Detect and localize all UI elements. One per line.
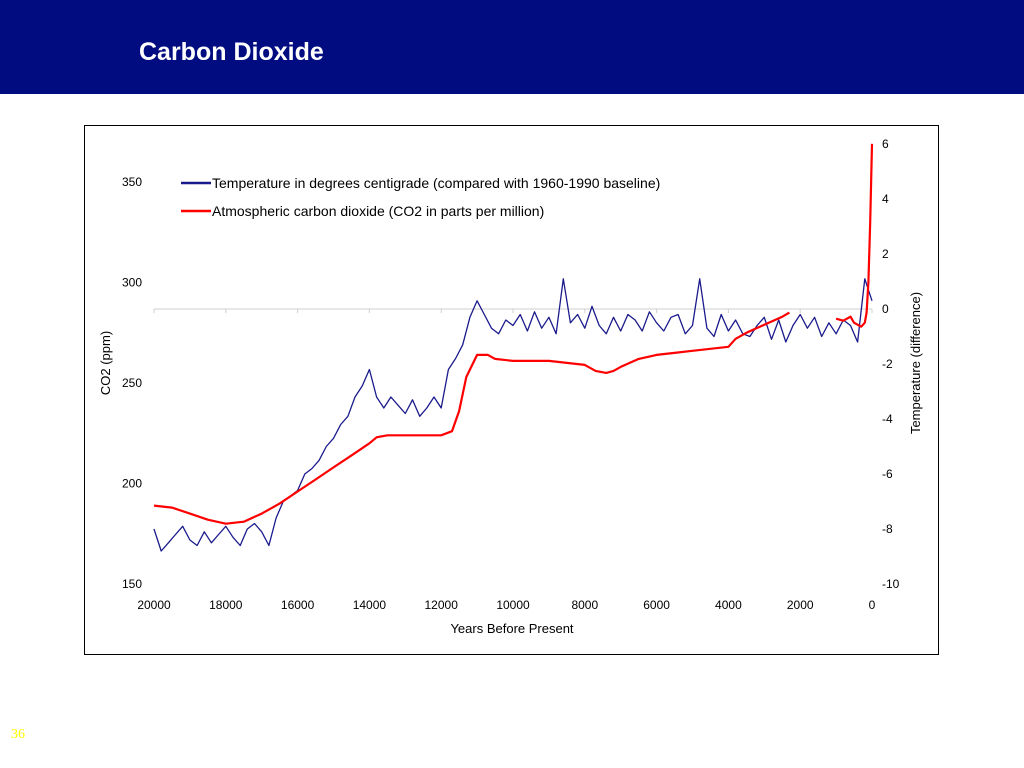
x-tick-label: 8000 <box>571 598 598 612</box>
y2-tick-label: -8 <box>882 522 893 536</box>
co2-temperature-chart: 20000 18000 16000 14000 12000 10000 8000 6000 40… <box>98 137 923 636</box>
slide-header: Carbon Dioxide <box>0 0 1024 94</box>
co2-series-line <box>153 311 790 525</box>
x-tick-label: 10000 <box>496 598 530 612</box>
x-axis-title: Years Before Present <box>450 621 573 636</box>
x-tick-label: 16000 <box>281 598 315 612</box>
y-tick-label: 300 <box>122 276 142 290</box>
slide-title: Carbon Dioxide <box>139 38 324 66</box>
y2-tick-label: -2 <box>882 357 893 371</box>
y2-tick-label: -10 <box>882 577 900 591</box>
y2-tick-label: 0 <box>882 302 889 316</box>
y-tick-label: 200 <box>122 477 142 491</box>
y-axis-title: CO2 (ppm) <box>98 331 113 395</box>
legend-entry-temperature: Temperature in degrees centigrade (compa… <box>212 175 660 191</box>
x-tick-label: 0 <box>869 598 876 612</box>
x-tick-label: 18000 <box>209 598 243 612</box>
chart-frame: 20000 18000 16000 14000 12000 10000 8000 6000 40… <box>84 125 939 655</box>
y2-tick-label: -6 <box>882 467 893 481</box>
x-tick-label: 14000 <box>353 598 387 612</box>
co2-modern-series-line <box>835 143 874 328</box>
y2-tick-label: 2 <box>882 247 889 261</box>
legend-entry-co2: Atmospheric carbon dioxide (CO2 in parts… <box>212 203 544 219</box>
x-tick-label: 6000 <box>643 598 670 612</box>
y-tick-label: 150 <box>122 577 142 591</box>
x-tick-label: 4000 <box>715 598 742 612</box>
x-tick-label: 2000 <box>787 598 814 612</box>
y2-axis-title: Temperature (difference) <box>908 292 923 434</box>
x-tick-label: 20000 <box>137 598 171 612</box>
slide-number: 36 <box>11 727 25 742</box>
y2-tick-label: -4 <box>882 412 893 426</box>
temperature-series-line <box>153 278 873 552</box>
y-tick-label: 350 <box>122 175 142 189</box>
y2-tick-label: 4 <box>882 192 889 206</box>
x-tick-label: 12000 <box>425 598 459 612</box>
y-tick-label: 250 <box>122 376 142 390</box>
y2-tick-label: 6 <box>882 137 889 151</box>
